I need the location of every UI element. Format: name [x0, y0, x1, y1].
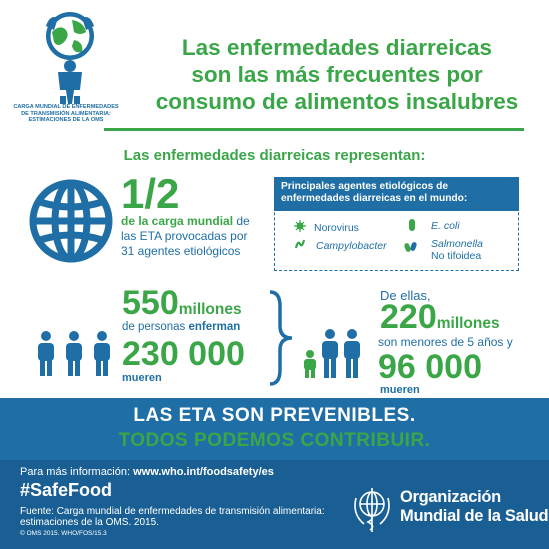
bacteria-rod-icon [409, 219, 415, 231]
sick-total: 550millones [122, 286, 242, 320]
bacteria-icon [294, 239, 306, 249]
sick-text: de personas enferman [122, 321, 240, 333]
agents-title-line: Principales agentes etiológicos de [281, 181, 449, 192]
children-death-text: mueren [380, 384, 420, 396]
divider [104, 128, 524, 131]
logo-caption-line: DE TRANSMISIÓN ALIMENTARIA: [21, 110, 111, 117]
children-sick-number: 220 [380, 298, 437, 336]
agent-campylobacter: Campylobacter [316, 240, 387, 252]
logo-caption-line: CARGA MUNDIAL DE ENFERMEDADES [13, 104, 119, 110]
burden-desc-text: de [233, 214, 250, 228]
bacteria-cluster-icon [404, 242, 417, 252]
fraction-value: 1/2 [121, 170, 180, 217]
death-text: mueren [122, 372, 162, 384]
agent-salmonella: Salmonella No tifoidea [431, 238, 483, 262]
agent-ecoli: E. coli [431, 220, 460, 232]
burden-description: de la carga mundial de las ETA provocada… [121, 214, 263, 259]
footer [0, 460, 549, 549]
family-icon [304, 329, 360, 378]
agent-name: Salmonella [431, 238, 483, 250]
source: Fuente: Carga mundial de enfermedades de… [20, 506, 340, 528]
agent-name: No tifoidea [431, 250, 482, 262]
source-line: estimaciones de la OMS. 2015. [20, 517, 159, 528]
banner-line-1: LAS ETA SON PREVENIBLES. [133, 405, 416, 426]
sick-text-plain: de personas [122, 321, 189, 333]
agent-norovirus: Norovirus [314, 222, 359, 234]
headline: Las enfermedades diarreicas son las más … [137, 34, 537, 115]
agents-title: Principales agentes etiológicos de enfer… [274, 177, 519, 211]
burden-desc-bold: de la carga mundial [121, 214, 234, 228]
copyright: © OMS 2015. WHO/FOS/15.3 [20, 530, 107, 537]
headline-line: Las enfermedades diarreicas [181, 35, 493, 60]
brace-icon [269, 290, 293, 386]
agent-name: E. coli [431, 220, 460, 232]
children-sick-text: son menores de 5 años y [378, 335, 513, 349]
children-sick-unit: millones [436, 315, 500, 332]
agents-title-line: enfermedades diarreicas en el mundo: [281, 193, 468, 204]
death-number: 230 000 [122, 335, 245, 373]
people-icon [38, 331, 110, 376]
headline-line: consumo de alimentos insalubres [155, 89, 519, 114]
sick-text-bold: enferman [188, 321, 241, 333]
logo-caption: CARGA MUNDIAL DE ENFERMEDADES DE TRANSMI… [2, 104, 130, 124]
source-line: Fuente: Carga mundial de enfermedades de… [20, 506, 325, 517]
more-info-link[interactable]: www.who.int/foodsafety/es [133, 466, 274, 478]
agent-name: Campylobacter [316, 240, 387, 252]
globe-icon [28, 178, 114, 264]
hashtag: #SafeFood [20, 480, 113, 500]
banner [0, 398, 549, 460]
fergwhoo-logo [8, 6, 126, 136]
who-name: Organización Mundial de la Salud [400, 488, 549, 526]
who-name-line: Organización [400, 488, 501, 506]
virus-icon [294, 220, 306, 232]
sick-number: 550 [122, 284, 179, 322]
who-name-line: Mundial de la Salud [400, 507, 549, 525]
banner-line-2: TODOS PODEMOS CONTRIBUIR. [118, 430, 431, 451]
children-sick-total: 220millones [380, 300, 500, 334]
burden-desc-text: las ETA provocadas por [121, 229, 248, 243]
atlas-globe-icon [46, 12, 94, 104]
subhead: Las enfermedades diarreicas representan: [123, 147, 426, 164]
sick-unit: millones [178, 301, 242, 318]
who-emblem-icon [354, 488, 390, 532]
headline-line: son las más frecuentes por [191, 62, 483, 87]
burden-desc-text: 31 agentes etiológicos [121, 244, 241, 258]
more-info: Para más información: www.who.int/foodsa… [20, 466, 274, 478]
more-info-label: Para más información: [20, 466, 134, 478]
children-death-number: 96 000 [378, 348, 482, 386]
logo-caption-line: ESTIMACIONES DE LA OMS [28, 117, 104, 124]
children-intro: De ellas, [380, 288, 431, 303]
